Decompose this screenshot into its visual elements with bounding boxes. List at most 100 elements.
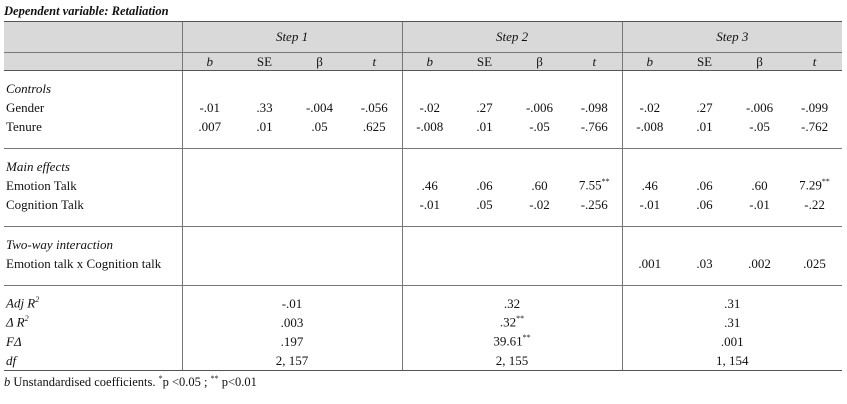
cell: 7.55**	[567, 176, 622, 195]
cell-text: .05	[311, 118, 328, 134]
cell-text: .003	[280, 314, 304, 330]
cell-text: 1, 154	[716, 352, 749, 368]
cell: .46	[621, 176, 678, 195]
empty-cell	[457, 273, 512, 286]
cell-text: .33	[256, 99, 273, 115]
empty-cell	[401, 70, 458, 98]
row-label: Emotion talk x Cognition talk	[6, 255, 162, 271]
data-row: Emotion Talk .46.06.60 7.55** .46.06.60 7.29…	[4, 176, 842, 195]
cell: -.099	[787, 98, 842, 117]
empty-cell	[787, 214, 842, 227]
cell-text: .01	[696, 118, 713, 134]
empty-cell	[567, 226, 623, 254]
cell-text: -.05	[749, 118, 770, 134]
data-row: Gender -.01 .33 -.004 -.056 -.02 .27 -.006 -.098…	[4, 98, 842, 117]
superscript: 2	[35, 295, 40, 305]
empty-cell	[457, 71, 512, 99]
cell-text: 7.55	[578, 177, 602, 193]
superscript: **	[210, 374, 219, 383]
cell-text: .01	[256, 118, 273, 134]
superscript: *	[158, 374, 163, 383]
regression-table: Step 1 Step 2 Step 3 b SE β t b SE β t b SE β t Control…	[4, 21, 843, 370]
row-label: df	[4, 351, 182, 370]
cell: -.01	[181, 285, 403, 313]
empty-cell	[512, 273, 567, 286]
cell: .002	[732, 254, 787, 273]
empty-cell	[401, 226, 458, 254]
cell: -.05	[732, 117, 787, 136]
cell-text: .002	[748, 255, 771, 271]
empty-cell	[401, 136, 458, 149]
cell-text: .007	[198, 118, 222, 134]
cell	[237, 254, 292, 273]
empty-cell	[292, 136, 347, 149]
cell-text: .46	[641, 177, 658, 193]
empty-cell	[292, 148, 347, 176]
cell	[292, 176, 347, 195]
section-title: Main effects	[4, 148, 182, 176]
cell: .33	[237, 98, 292, 117]
cell-text: -.01	[419, 196, 441, 212]
empty-cell	[237, 226, 292, 254]
cell: -.01	[732, 195, 787, 214]
cell: -.766	[567, 117, 622, 136]
empty-cell	[347, 71, 402, 99]
cell: -.02	[512, 195, 567, 214]
cell: -.02	[621, 98, 678, 117]
cell: .27	[677, 98, 732, 117]
empty-cell	[4, 52, 182, 71]
empty-cell	[621, 214, 678, 227]
cell: .003	[181, 313, 403, 332]
cell: 7.29**	[787, 176, 842, 195]
column-header: t	[787, 52, 843, 71]
empty-cell	[621, 136, 678, 149]
cell-text: -.02	[419, 99, 441, 115]
column-header: b	[621, 52, 678, 71]
cell: -.006	[512, 98, 567, 117]
empty-cell	[512, 214, 567, 227]
empty-cell	[347, 148, 403, 176]
empty-cell	[567, 214, 622, 227]
cell-text: .31	[724, 295, 741, 311]
cell-text: -.01	[281, 295, 303, 311]
cell-text: -.01	[199, 99, 221, 115]
section-title: Two-way interaction	[4, 226, 182, 254]
superscript: **	[516, 314, 525, 324]
cell	[347, 254, 402, 273]
cell: .05	[457, 195, 512, 214]
fit-row: df 2, 157 2, 155 1, 154	[4, 351, 843, 370]
cell	[567, 254, 622, 273]
empty-cell	[237, 148, 292, 176]
empty-cell	[787, 136, 842, 149]
row-label: Δ R2	[4, 313, 182, 332]
cell-text: -.01	[639, 196, 661, 212]
column-header: b	[401, 52, 458, 71]
cell-text: FΔ	[6, 333, 22, 349]
cell: 2, 157	[181, 351, 403, 370]
cell-text: .025	[803, 255, 826, 271]
cell-text: .001	[638, 255, 662, 271]
row-label: Cognition Talk	[6, 196, 84, 212]
cell: .001	[621, 254, 678, 273]
cell-text: .001	[720, 333, 744, 349]
empty-cell	[732, 273, 787, 286]
cell: .31	[621, 285, 843, 313]
cell-text: 39.61	[493, 333, 523, 349]
empty-cell	[621, 148, 678, 176]
cell: -.056	[347, 98, 402, 117]
empty-cell	[621, 273, 678, 286]
cell: .625	[347, 117, 402, 136]
superscript: 2	[24, 314, 29, 324]
column-header: SE	[677, 52, 733, 71]
cell-text: .27	[476, 99, 493, 115]
cell-text: .31	[724, 314, 741, 330]
cell	[401, 254, 458, 273]
section-title-row: Main effects	[4, 148, 843, 176]
cell: .01	[677, 117, 732, 136]
empty-cell	[732, 71, 787, 99]
cell-text: .197	[280, 333, 304, 349]
cell: -.05	[512, 117, 567, 136]
cell-text: .32	[499, 314, 517, 330]
superscript: **	[821, 177, 830, 187]
empty-cell	[567, 273, 622, 286]
